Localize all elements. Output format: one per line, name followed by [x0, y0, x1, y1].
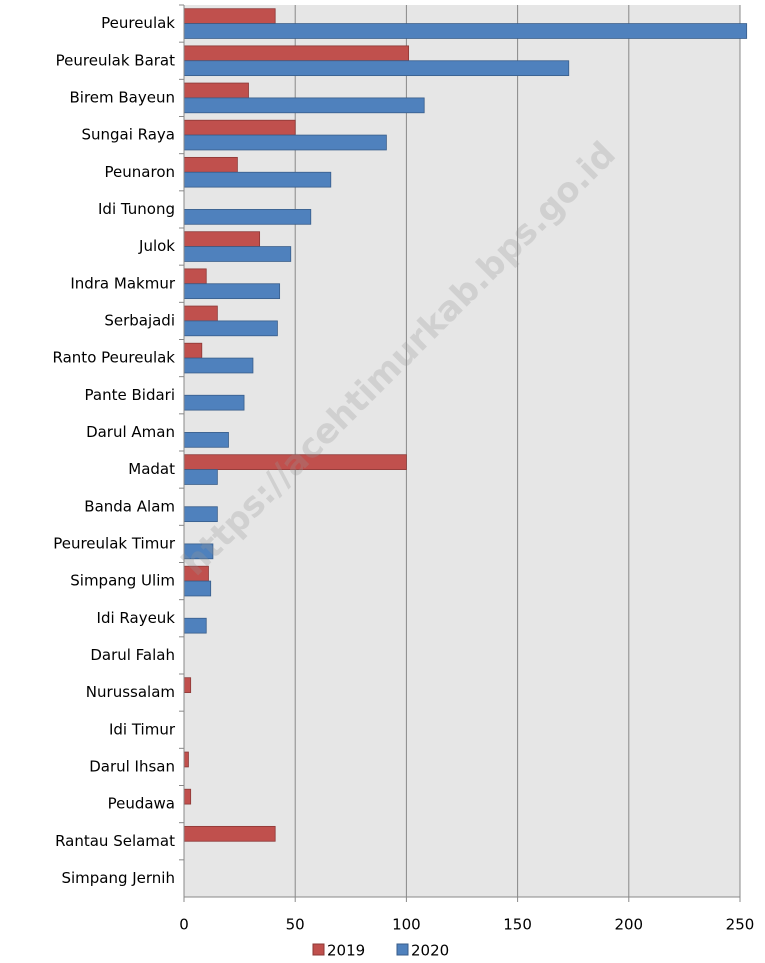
- x-tick-label: 150: [503, 916, 532, 934]
- y-tick-label: Banda Alam: [84, 497, 175, 515]
- legend-swatch: [312, 943, 325, 956]
- y-tick-label: Darul Falah: [90, 646, 175, 664]
- y-tick-label: Serbajadi: [104, 311, 175, 329]
- y-tick-label: Rantau Selamat: [55, 832, 175, 850]
- bar: [183, 617, 207, 634]
- x-tick-label: 250: [726, 916, 755, 934]
- y-tick-label: Indra Makmur: [70, 274, 176, 292]
- bar: [183, 45, 410, 62]
- bar: [183, 23, 748, 39]
- y-tick-label: Madat: [128, 460, 175, 478]
- bar: [183, 119, 296, 136]
- y-tick-label: Nurussalam: [86, 683, 175, 701]
- bar: [183, 432, 229, 448]
- y-tick-label: Julok: [138, 237, 175, 255]
- bar: [183, 82, 249, 99]
- bar: [183, 305, 218, 322]
- bar: [183, 394, 245, 411]
- y-tick-label: Peureulak Barat: [56, 51, 175, 69]
- bar: [183, 171, 332, 188]
- bar: [183, 209, 312, 225]
- y-tick-label: Peureulak: [101, 14, 175, 32]
- y-tick-label: Idi Tunong: [98, 200, 175, 218]
- y-tick-label: Simpang Jernih: [61, 869, 175, 887]
- legend-label: 2020: [411, 942, 449, 960]
- legend-label: 2019: [327, 942, 365, 960]
- y-tick-label: Idi Rayeuk: [97, 609, 176, 627]
- y-tick-label: Birem Bayeun: [69, 88, 175, 106]
- y-tick-label: Idi Timur: [109, 720, 176, 738]
- bar: [183, 320, 278, 337]
- bar: [183, 580, 212, 597]
- y-tick-label: Peudawa: [108, 795, 175, 813]
- y-tick-label: Peunaron: [105, 163, 175, 181]
- bar: [183, 60, 570, 77]
- y-tick-label: Pante Bidari: [85, 386, 175, 404]
- y-tick-label: Sungai Raya: [81, 126, 175, 144]
- bar: [183, 469, 218, 485]
- legend-swatch: [396, 943, 409, 956]
- plot-area: [184, 5, 740, 897]
- bar: [183, 825, 276, 842]
- y-tick-label: Darul Ihsan: [89, 757, 175, 775]
- bar: [183, 231, 261, 247]
- bar: [183, 283, 281, 300]
- bar: [183, 134, 387, 151]
- y-tick-label: Peureulak Timur: [53, 534, 176, 552]
- bar: [183, 8, 276, 24]
- bar: [183, 677, 192, 693]
- bar: [183, 788, 192, 805]
- y-tick-label: Simpang Ulim: [70, 572, 175, 590]
- x-tick-label: 0: [179, 916, 189, 934]
- bar: [183, 156, 238, 173]
- x-tick-label: 200: [614, 916, 643, 934]
- y-tick-label: Ranto Peureulak: [53, 349, 176, 367]
- bar: [183, 342, 203, 359]
- bar: [183, 751, 189, 768]
- y-tick-label: Darul Aman: [86, 423, 175, 441]
- bar: [183, 97, 425, 114]
- x-tick-label: 100: [392, 916, 421, 934]
- bar: [183, 268, 207, 285]
- bar: [183, 357, 254, 374]
- bar: [183, 246, 292, 262]
- x-tick-label: 50: [286, 916, 305, 934]
